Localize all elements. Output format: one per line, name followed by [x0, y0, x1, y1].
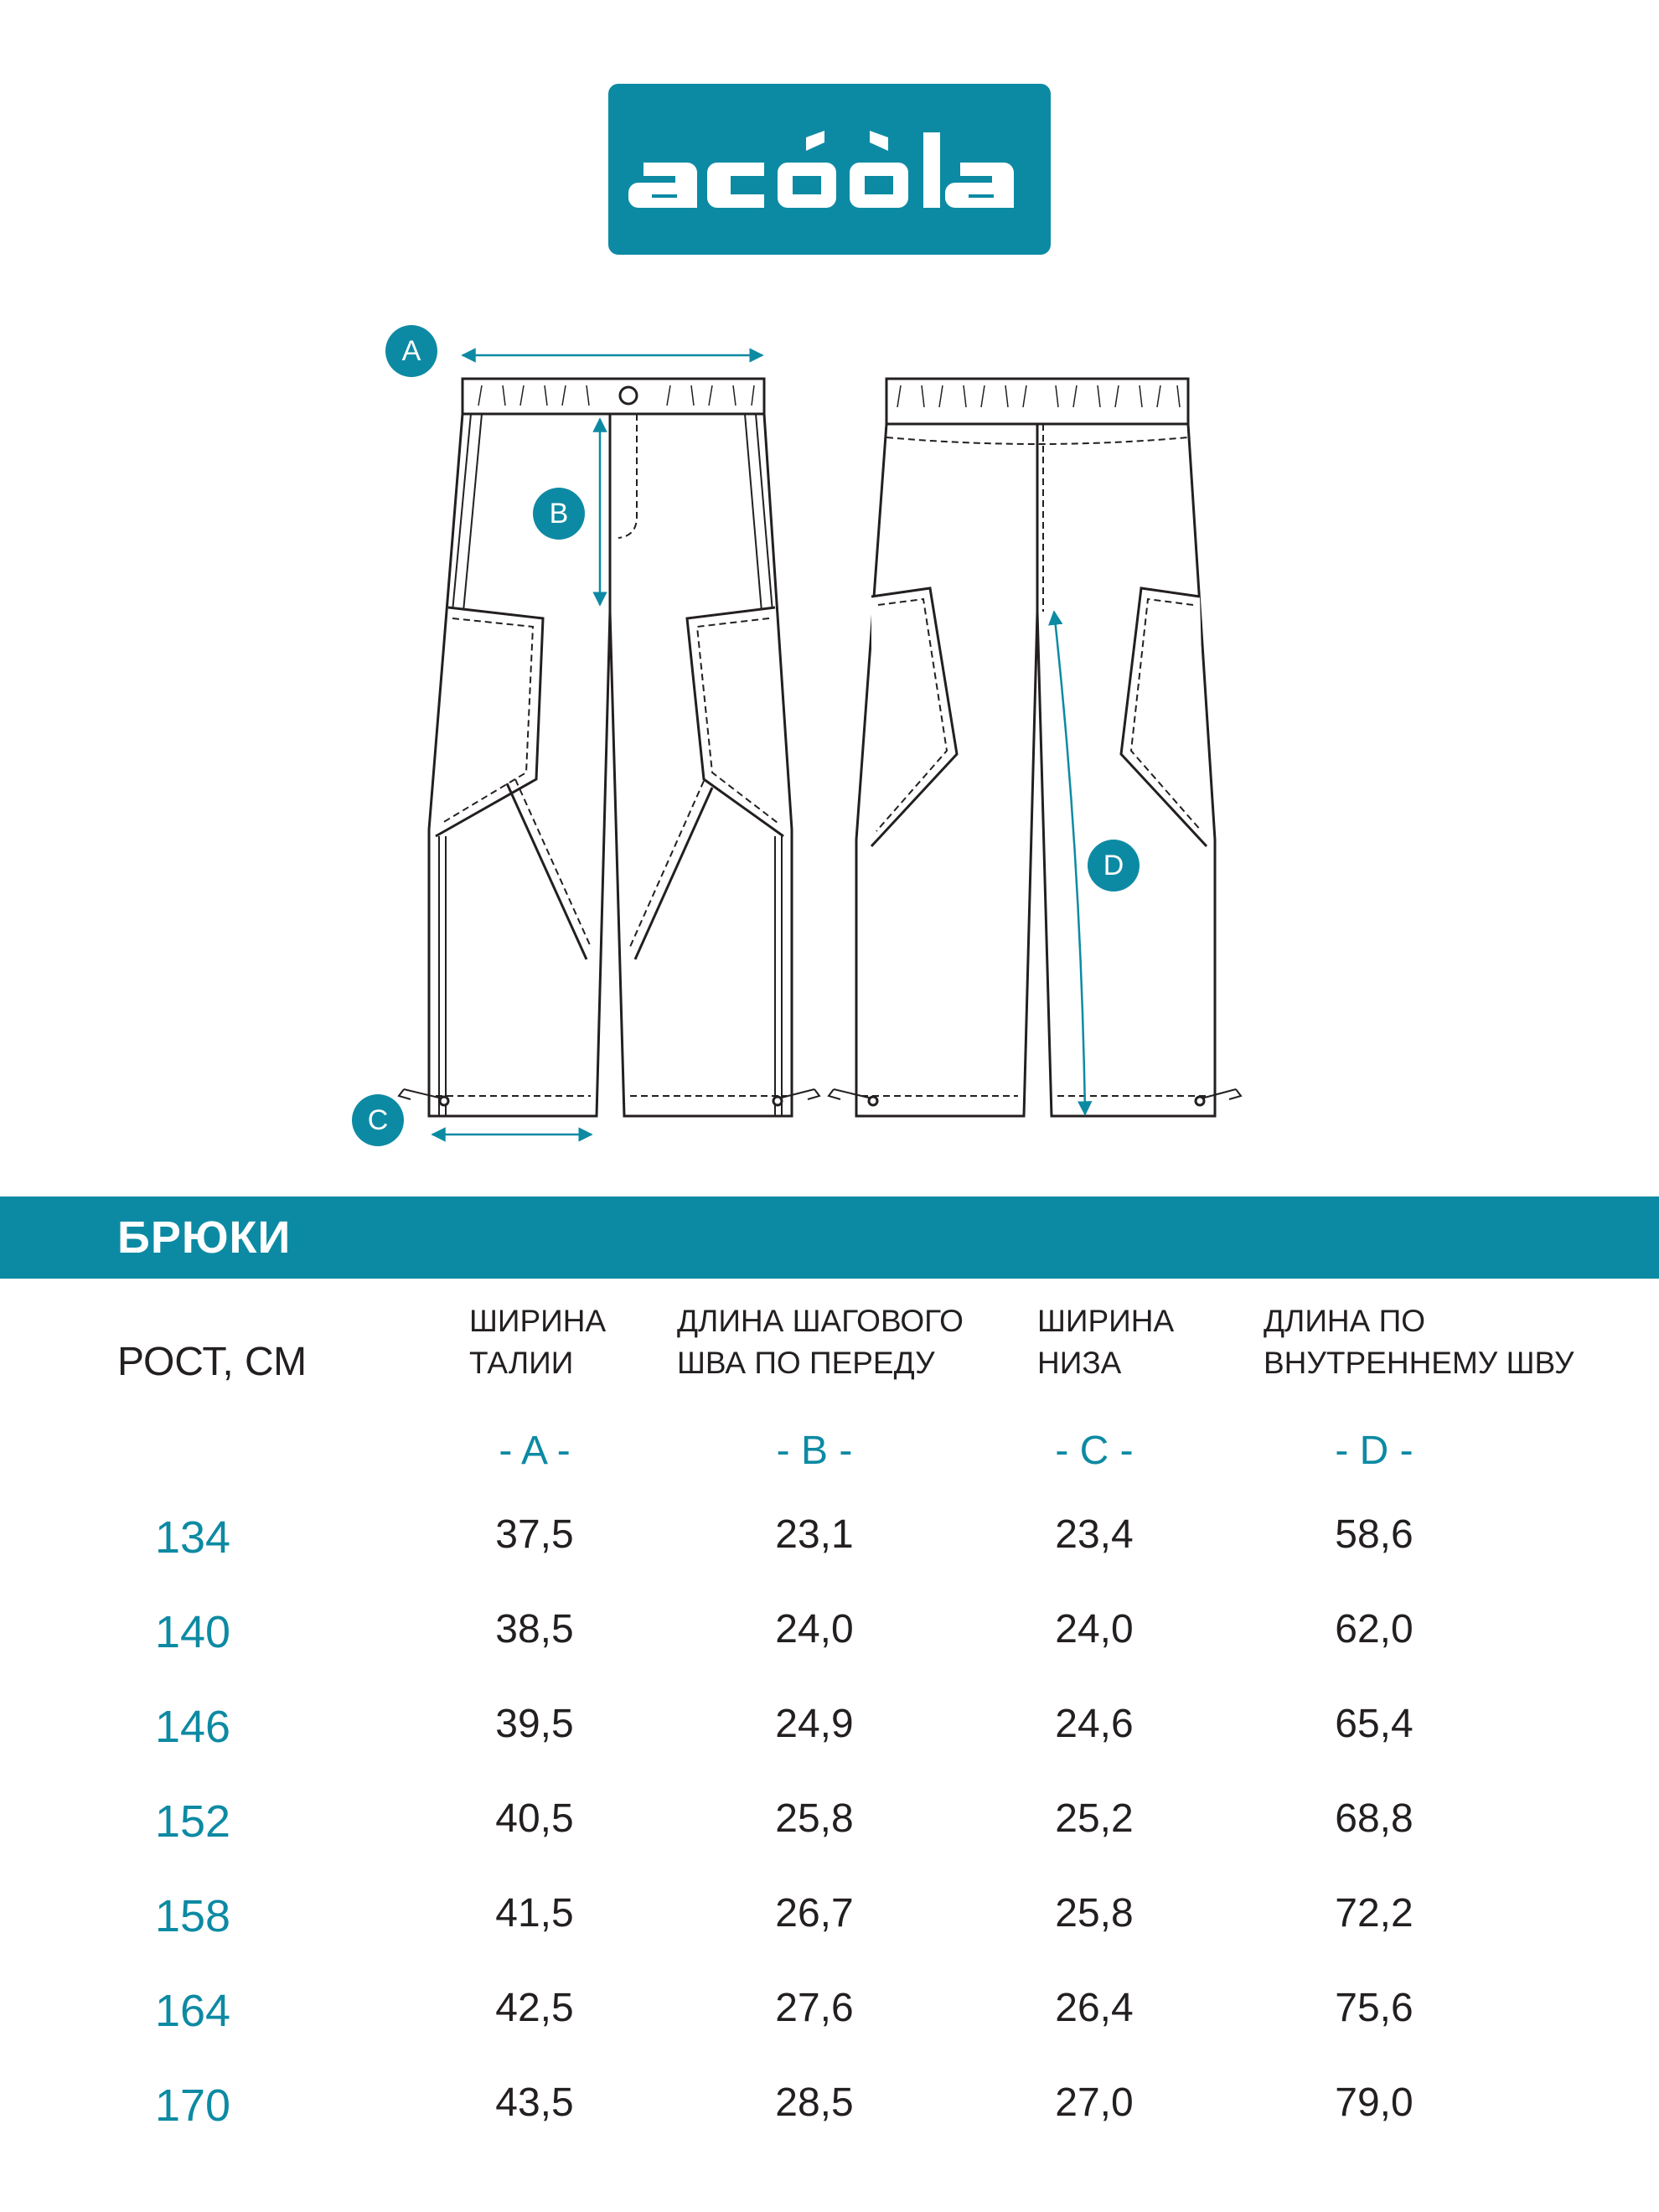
measure-cell-b: 27,6 [775, 1986, 854, 2030]
measure-cell-c: 26,4 [1055, 1986, 1134, 2030]
height-cell: 164 [154, 1986, 231, 2036]
measure-cell-d: 75,6 [1335, 1986, 1414, 2030]
measure-cell-c: 24,6 [1055, 1702, 1134, 1746]
column-header-b-line2: ШВА ПО ПЕРЕДУ [677, 1346, 935, 1380]
height-cell: 170 [154, 2080, 231, 2131]
marker-a: A [385, 325, 437, 377]
column-header-d-line1: ДЛИНА ПО [1264, 1304, 1425, 1338]
column-code-c: - C - [1055, 1429, 1134, 1473]
table-row: 146 39,5 24,9 24,6 65,4 [0, 1701, 1659, 1768]
column-header-b: ДЛИНА ШАГОВОГО ШВА ПО ПЕРЕДУ [677, 1300, 964, 1384]
column-header-b-line1: ДЛИНА ШАГОВОГО [677, 1304, 964, 1338]
measure-cell-d: 72,2 [1335, 1891, 1414, 1936]
measure-cell-a: 40,5 [495, 1796, 574, 1841]
measure-cell-b: 26,7 [775, 1891, 854, 1936]
height-cell: 140 [154, 1607, 231, 1657]
pants-technical-drawing: A B C D [0, 310, 1659, 1173]
measure-cell-a: 43,5 [495, 2080, 574, 2125]
measure-cell-c: 25,2 [1055, 1796, 1134, 1841]
column-header-c-line2: НИЗА [1037, 1346, 1122, 1380]
measure-cell-a: 39,5 [495, 1702, 574, 1746]
measure-cell-d: 65,4 [1335, 1702, 1414, 1746]
column-header-a: ШИРИНА ТАЛИИ [469, 1300, 606, 1384]
height-cell: 134 [154, 1512, 231, 1563]
table-row: 134 37,5 23,1 23,4 58,6 [0, 1512, 1659, 1579]
table-row: 152 40,5 25,8 25,2 68,8 [0, 1796, 1659, 1863]
measure-cell-d: 62,0 [1335, 1607, 1414, 1651]
table-row: 158 41,5 26,7 25,8 72,2 [0, 1890, 1659, 1957]
measure-cell-d: 68,8 [1335, 1796, 1414, 1841]
measure-cell-a: 37,5 [495, 1512, 574, 1557]
height-cell: 152 [154, 1796, 231, 1847]
column-header-a-line2: ТАЛИИ [469, 1346, 574, 1380]
column-header-c: ШИРИНА НИЗА [1037, 1300, 1174, 1384]
brand-logo [608, 84, 1051, 255]
measure-cell-c: 27,0 [1055, 2080, 1134, 2125]
height-cell: 146 [154, 1702, 231, 1752]
measure-cell-a: 41,5 [495, 1891, 574, 1936]
measure-cell-d: 58,6 [1335, 1512, 1414, 1557]
measure-cell-b: 28,5 [775, 2080, 854, 2125]
marker-d: D [1088, 840, 1140, 892]
measure-cell-b: 24,9 [775, 1702, 854, 1746]
column-header-d: ДЛИНА ПО ВНУТРЕННЕМУ ШВУ [1264, 1300, 1574, 1384]
table-row: 140 38,5 24,0 24,0 62,0 [0, 1606, 1659, 1673]
measure-cell-b: 23,1 [775, 1512, 854, 1557]
measure-cell-c: 25,8 [1055, 1891, 1134, 1936]
measure-cell-b: 24,0 [775, 1607, 854, 1651]
measure-cell-c: 24,0 [1055, 1607, 1134, 1651]
measure-cell-c: 23,4 [1055, 1512, 1134, 1557]
measure-cell-b: 25,8 [775, 1796, 854, 1841]
column-header-d-line2: ВНУТРЕННЕМУ ШВУ [1264, 1346, 1574, 1380]
measure-cell-a: 38,5 [495, 1607, 574, 1651]
acoola-wordmark-icon [628, 131, 1014, 208]
column-header-c-line1: ШИРИНА [1037, 1304, 1175, 1338]
table-row: 170 43,5 28,5 27,0 79,0 [0, 2080, 1659, 2147]
section-banner: БРЮКИ [0, 1196, 1659, 1279]
column-code-b: - B - [776, 1429, 853, 1473]
measure-cell-a: 42,5 [495, 1986, 574, 2030]
height-cell: 158 [154, 1891, 231, 1941]
column-code-a: - A - [499, 1429, 571, 1473]
height-header: РОСТ, СМ [117, 1340, 308, 1384]
pants-sketch-icon [397, 348, 1243, 1142]
marker-c: C [352, 1094, 404, 1146]
marker-b: B [533, 488, 585, 540]
measure-cell-d: 79,0 [1335, 2080, 1414, 2125]
section-title: БРЮКИ [117, 1212, 292, 1263]
column-header-a-line1: ШИРИНА [469, 1304, 607, 1338]
column-code-d: - D - [1335, 1429, 1414, 1473]
table-row: 164 42,5 27,6 26,4 75,6 [0, 1985, 1659, 2052]
